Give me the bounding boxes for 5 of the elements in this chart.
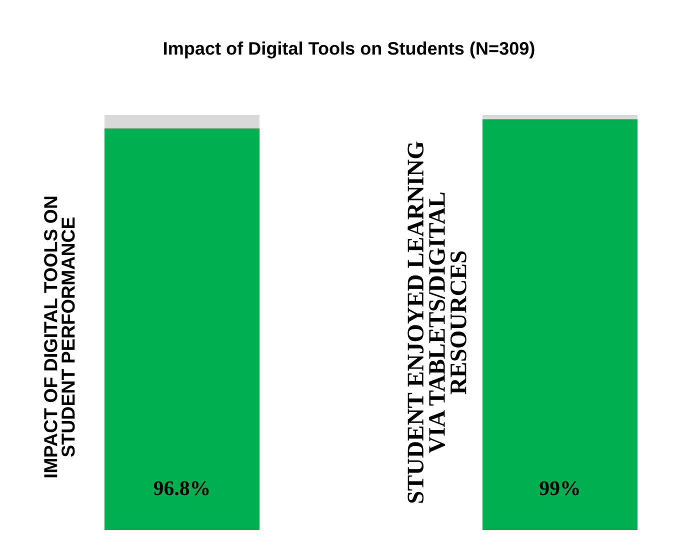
data-label: 96.8% (154, 481, 209, 496)
x-tick-label: IMPACT OF DIGITAL TOOLS ON STUDENT PERFORMANCE (44, 196, 75, 478)
chart-title: Impact of Digital Tools on Students (N=309) (164, 42, 534, 58)
data-label: 99% (540, 481, 579, 496)
x-tick-label: STUDENT ENJOYED LEARNING VIA TABLETS/DIGITAL RESOURCES (408, 142, 466, 503)
